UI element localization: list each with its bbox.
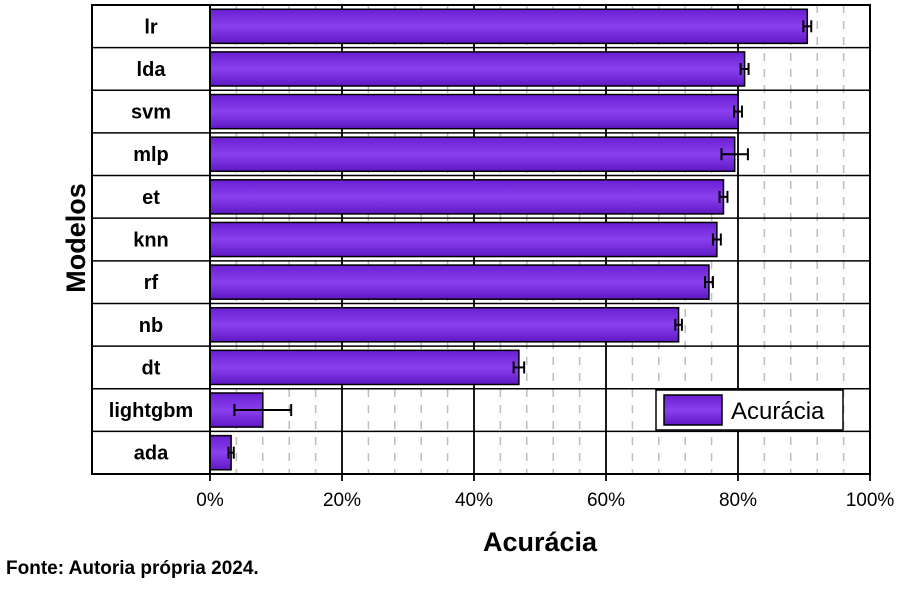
x-tick-label: 100% <box>846 490 895 511</box>
bars <box>209 8 813 471</box>
error-bar-mlp <box>720 148 749 161</box>
x-axis-title: Acurácia <box>483 527 598 557</box>
category-label: dt <box>142 357 161 379</box>
error-bar-knn <box>711 233 722 246</box>
bar-mlp <box>209 136 736 173</box>
error-bar-nb <box>674 318 683 331</box>
bar-svm <box>209 93 739 130</box>
bar-lr <box>209 8 809 45</box>
category-label: mlp <box>133 144 169 166</box>
bar-rf <box>209 264 710 300</box>
legend-swatch <box>663 394 723 426</box>
y-axis-title: Modelos <box>61 183 91 293</box>
bar-knn <box>209 221 718 258</box>
bar-dt <box>209 349 520 386</box>
bar-et <box>209 179 725 215</box>
error-bar-svm <box>733 105 743 118</box>
category-label: knn <box>133 230 169 252</box>
category-label: et <box>142 187 160 209</box>
error-bar-lda <box>739 62 750 75</box>
plot-frame <box>91 4 871 475</box>
x-tick-label: 20% <box>323 490 361 511</box>
legend-label: Acurácia <box>731 398 825 425</box>
category-label: lr <box>144 16 158 38</box>
category-label: rf <box>144 272 159 294</box>
error-bar-lr <box>802 20 813 33</box>
category-labels: lr lda svm mlp et knn rf nb dt lightgbm ada <box>109 16 193 464</box>
category-label: nb <box>139 315 163 337</box>
error-bar-rf <box>704 276 714 289</box>
x-tick-label: 40% <box>455 490 493 511</box>
error-bar-et <box>718 190 729 203</box>
category-label: svm <box>131 102 171 124</box>
error-bar-dt <box>512 361 526 374</box>
category-label: lda <box>137 59 167 81</box>
bar-lda <box>209 51 746 87</box>
error-bar-lightgbm <box>233 404 293 417</box>
x-tick-label: 80% <box>719 490 757 511</box>
category-label: ada <box>134 443 169 465</box>
source-note: Fonte: Autoria própria 2024. <box>6 558 259 579</box>
category-label: lightgbm <box>109 400 193 422</box>
error-bar-ada <box>227 446 235 459</box>
bar-nb <box>209 306 680 343</box>
bar-chart: lr lda svm mlp et knn rf nb dt lightgbm ada 0% 20% 4… <box>61 4 895 557</box>
x-tick-label: 60% <box>587 490 625 511</box>
x-tick-label: 0% <box>196 490 224 511</box>
x-axis: 0% 20% 40% 60% 80% 100% <box>91 4 895 511</box>
legend: Acurácia <box>655 389 844 431</box>
